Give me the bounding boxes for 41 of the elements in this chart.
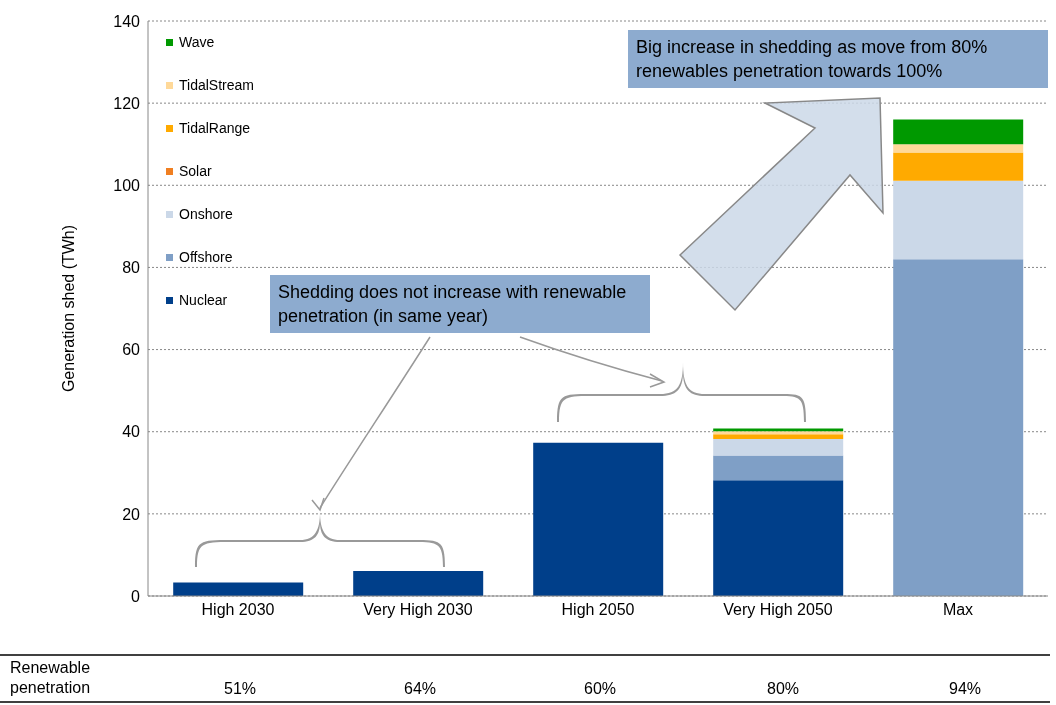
callout-box: Big increase in shedding as move from 80% renewables penetration towards 100% bbox=[628, 30, 1048, 88]
text: 94% bbox=[948, 680, 982, 698]
bar bbox=[893, 152, 1024, 181]
legend-label: Solar bbox=[178, 163, 213, 179]
y-tick-label: 100 bbox=[113, 176, 141, 194]
x-tick-label: Very High 2030 bbox=[363, 601, 473, 619]
y-tick-label: 0 bbox=[131, 587, 141, 605]
bar bbox=[713, 480, 844, 596]
bar bbox=[893, 259, 1024, 596]
y-tick-label: 20 bbox=[122, 505, 141, 523]
bar bbox=[353, 570, 484, 596]
bar bbox=[713, 439, 844, 456]
x-tick-label: Max bbox=[942, 601, 974, 619]
y-axis-title: Generation shed (TWh) bbox=[59, 224, 77, 393]
text: 60% bbox=[583, 680, 617, 698]
y-tick-label: 140 bbox=[113, 12, 141, 30]
legend-label: Nuclear bbox=[178, 292, 229, 308]
text: 64% bbox=[403, 680, 437, 698]
text: 51% bbox=[223, 680, 257, 698]
y-tick-label: 80 bbox=[122, 259, 141, 277]
bar bbox=[533, 442, 664, 596]
x-tick-label: High 2050 bbox=[561, 601, 635, 619]
y-tick-label: 60 bbox=[122, 341, 141, 359]
x-tick-label: High 2030 bbox=[201, 601, 275, 619]
legend-label: Wave bbox=[178, 34, 216, 50]
y-tick-label: 120 bbox=[113, 94, 141, 112]
bar bbox=[893, 119, 1024, 145]
bar bbox=[713, 434, 844, 440]
bar bbox=[893, 144, 1024, 153]
text: 80% bbox=[766, 680, 800, 698]
bar bbox=[893, 180, 1024, 260]
bar bbox=[173, 582, 304, 596]
callout-box: Shedding does not increase with renewable penetration (in same year) bbox=[270, 275, 650, 333]
bar bbox=[713, 455, 844, 481]
y-tick-label: 40 bbox=[122, 423, 141, 441]
legend-label: TidalStream bbox=[178, 77, 254, 93]
text: Renewable penetration bbox=[10, 658, 92, 698]
legend-label: Onshore bbox=[178, 206, 234, 222]
x-tick-label: Very High 2050 bbox=[723, 601, 833, 619]
legend-label: Offshore bbox=[178, 249, 234, 265]
legend-label: TidalRange bbox=[178, 120, 252, 136]
